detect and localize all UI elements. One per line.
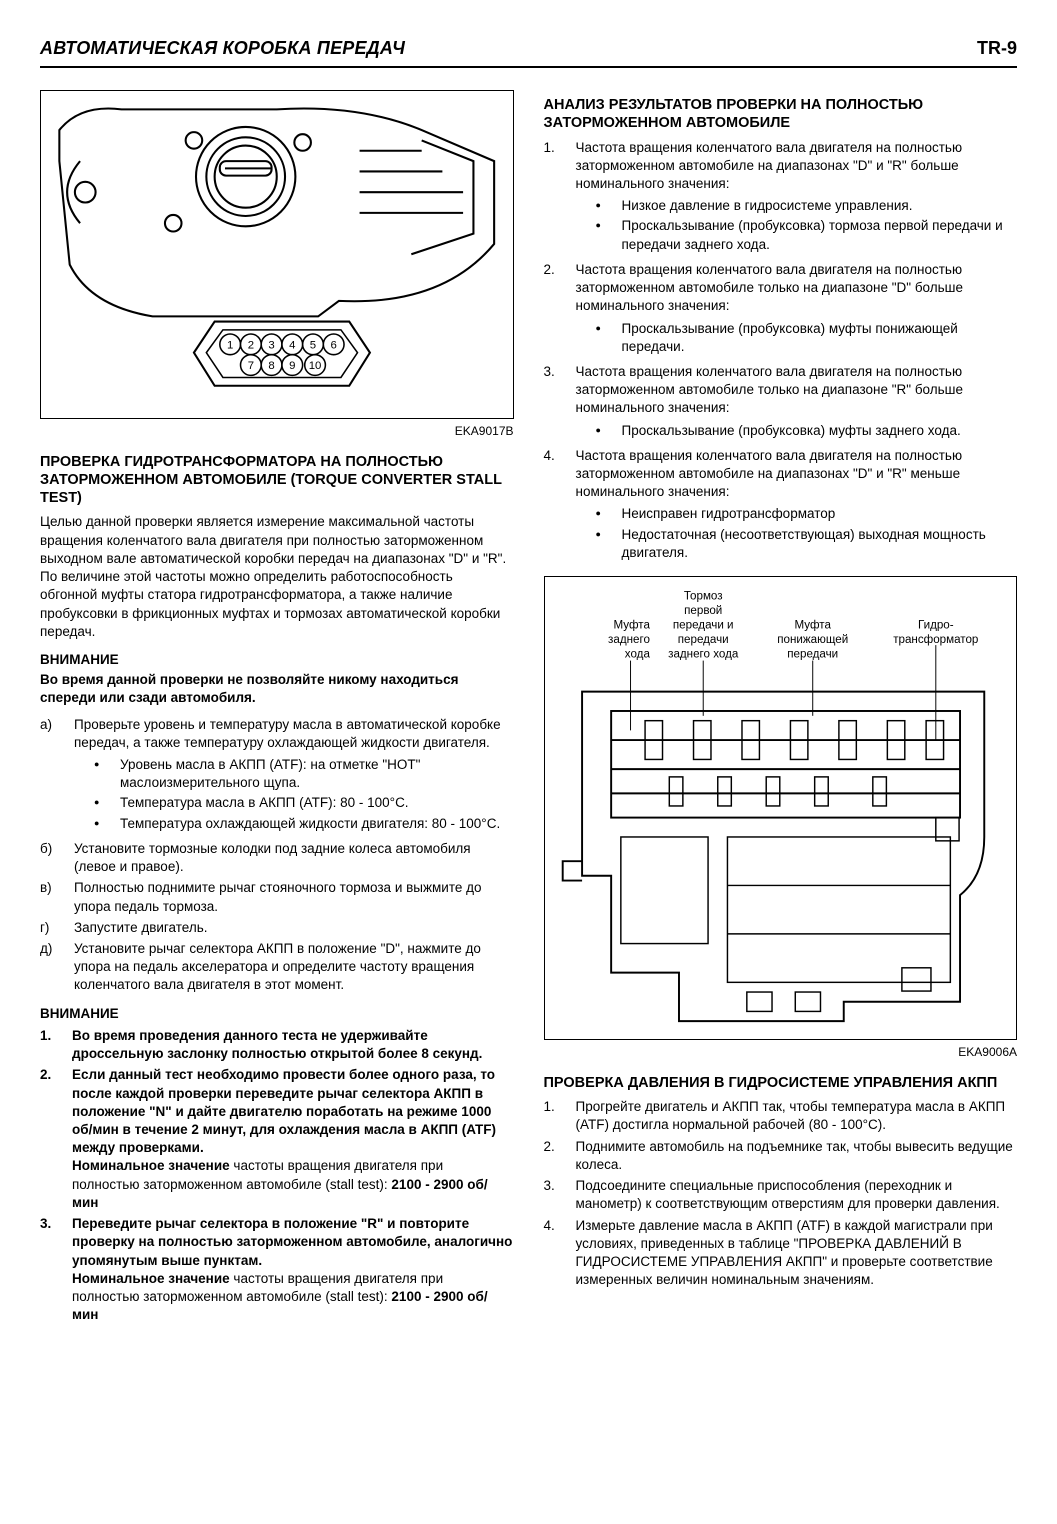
bullet-item: Уровень масла в АКПП (ATF): на отметке "…: [94, 756, 514, 792]
svg-text:6: 6: [331, 340, 337, 352]
stall-test-intro: Целью данной проверки является измерение…: [40, 513, 514, 641]
analysis-item: 2.Частота вращения коленчатого вала двиг…: [544, 261, 1018, 360]
caution-item: 3.Переведите рычаг селектора в положение…: [40, 1215, 514, 1324]
svg-text:передачи: передачи: [787, 648, 838, 661]
valvebody-diagram-icon: Муфта заднего хода Тормоз первой передач…: [553, 585, 1009, 1031]
page-number: TR-9: [977, 36, 1017, 60]
caution-item: 2.Если данный тест необходимо провести б…: [40, 1066, 514, 1212]
alpha-step: в)Полностью поднимите рычаг стояночного …: [40, 879, 514, 915]
svg-text:понижающей: понижающей: [777, 633, 848, 646]
pin-6: 6: [323, 334, 344, 355]
svg-text:5: 5: [310, 340, 316, 352]
section-stall-test: ПРОВЕРКА ГИДРОТРАНСФОРМАТОРА НА ПОЛНОСТЬ…: [40, 453, 514, 507]
figure-code-1: EKA9017B: [40, 423, 514, 439]
pin-10: 10: [305, 355, 326, 376]
right-column: АНАЛИЗ РЕЗУЛЬТАТОВ ПРОВЕРКИ НА ПОЛНОСТЬЮ…: [544, 90, 1018, 1334]
svg-text:8: 8: [268, 360, 274, 372]
section-pressure: ПРОВЕРКА ДАВЛЕНИЯ В ГИДРОСИСТЕМЕ УПРАВЛЕ…: [544, 1074, 1018, 1092]
left-column: 1 2 3 4 5 6 7 8 9 10 EKA9017B ПРОВЕРКА Г…: [40, 90, 514, 1334]
page-title: АВТОМАТИЧЕСКАЯ КОРОБКА ПЕРЕДАЧ: [40, 36, 405, 60]
bullet-item: Низкое давление в гидросистеме управлени…: [596, 197, 1018, 215]
svg-text:4: 4: [289, 340, 295, 352]
pin-1: 1: [220, 334, 241, 355]
alpha-step: д)Установите рычаг селектора АКПП в поло…: [40, 940, 514, 995]
caution-item: 1.Во время проведения данного теста не у…: [40, 1027, 514, 1063]
pin-8: 8: [261, 355, 282, 376]
alpha-step: г)Запустите двигатель.: [40, 919, 514, 937]
svg-text:хода: хода: [624, 648, 650, 661]
figure-code-2: EKA9006A: [544, 1044, 1018, 1060]
pressure-steps: 1.Прогрейте двигатель и АКПП так, чтобы …: [544, 1098, 1018, 1289]
svg-text:3: 3: [268, 340, 274, 352]
svg-text:Тормоз: Тормоз: [683, 590, 722, 603]
pin-3: 3: [261, 334, 282, 355]
caution-text-1: Во время данной проверки не позволяйте н…: [40, 671, 514, 707]
svg-text:7: 7: [248, 360, 254, 372]
svg-text:10: 10: [309, 360, 322, 372]
connector-diagram-icon: 1 2 3 4 5 6 7 8 9 10: [49, 99, 505, 410]
svg-text:Гидро-: Гидро-: [917, 619, 953, 632]
section-analysis: АНАЛИЗ РЕЗУЛЬТАТОВ ПРОВЕРКИ НА ПОЛНОСТЬЮ…: [544, 96, 1018, 132]
pressure-step: 2.Поднимите автомобиль на подъемнике так…: [544, 1138, 1018, 1174]
pressure-step: 4.Измерьте давление масла в АКПП (ATF) в…: [544, 1217, 1018, 1290]
alpha-step: а)Проверьте уровень и температуру масла …: [40, 716, 514, 837]
bullet-item: Недостаточная (несоответствующая) выходн…: [596, 526, 1018, 562]
figure-valvebody: Муфта заднего хода Тормоз первой передач…: [544, 576, 1018, 1040]
caution-numbered: 1.Во время проведения данного теста не у…: [40, 1027, 514, 1325]
pin-4: 4: [282, 334, 303, 355]
svg-text:трансформатор: трансформатор: [893, 633, 978, 646]
bullet-item: Температура охлаждающей жидкости двигате…: [94, 815, 514, 833]
analysis-item: 3.Частота вращения коленчатого вала двиг…: [544, 363, 1018, 444]
two-column-layout: 1 2 3 4 5 6 7 8 9 10 EKA9017B ПРОВЕРКА Г…: [40, 90, 1017, 1334]
svg-text:Муфта: Муфта: [794, 619, 831, 632]
page-header: АВТОМАТИЧЕСКАЯ КОРОБКА ПЕРЕДАЧ TR-9: [40, 36, 1017, 68]
bullet-item: Проскальзывание (пробуксовка) тормоза пе…: [596, 217, 1018, 253]
bullet-item: Температура масла в АКПП (ATF): 80 - 100…: [94, 794, 514, 812]
svg-text:Муфта: Муфта: [613, 619, 650, 632]
bullet-item: Проскальзывание (пробуксовка) муфты задн…: [596, 422, 1018, 440]
svg-text:первой: первой: [684, 604, 722, 617]
svg-text:2: 2: [248, 340, 254, 352]
analysis-item: 1.Частота вращения коленчатого вала двиг…: [544, 139, 1018, 258]
analysis-list: 1.Частота вращения коленчатого вала двиг…: [544, 139, 1018, 567]
alpha-step: б)Установите тормозные колодки под задни…: [40, 840, 514, 876]
pin-9: 9: [282, 355, 303, 376]
alpha-steps: а)Проверьте уровень и температуру масла …: [40, 716, 514, 995]
svg-text:9: 9: [289, 360, 295, 372]
svg-text:передачи и: передачи и: [672, 619, 733, 632]
figure-connector: 1 2 3 4 5 6 7 8 9 10: [40, 90, 514, 419]
pressure-step: 3.Подсоедините специальные приспособлени…: [544, 1177, 1018, 1213]
caution-label-1: ВНИМАНИЕ: [40, 651, 514, 669]
svg-text:заднего: заднего: [608, 633, 650, 646]
pressure-step: 1.Прогрейте двигатель и АКПП так, чтобы …: [544, 1098, 1018, 1134]
pin-7: 7: [241, 355, 262, 376]
bullet-item: Неисправен гидротрансформатор: [596, 505, 1018, 523]
svg-text:передачи: передачи: [677, 633, 728, 646]
pin-2: 2: [241, 334, 262, 355]
svg-text:1: 1: [227, 340, 233, 352]
bullet-item: Проскальзывание (пробуксовка) муфты пони…: [596, 320, 1018, 356]
svg-text:заднего хода: заднего хода: [668, 648, 739, 661]
pin-5: 5: [303, 334, 324, 355]
analysis-item: 4.Частота вращения коленчатого вала двиг…: [544, 447, 1018, 566]
caution-label-2: ВНИМАНИЕ: [40, 1005, 514, 1023]
